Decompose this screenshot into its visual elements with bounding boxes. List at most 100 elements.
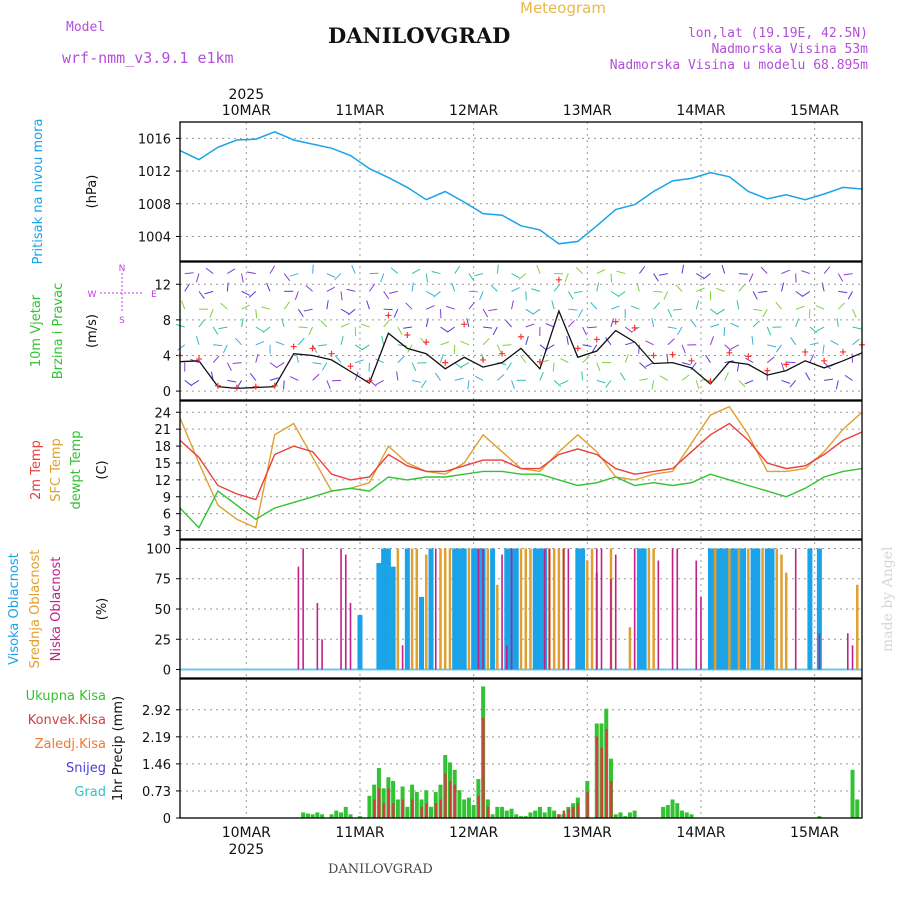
- wind-arrow: [460, 340, 470, 346]
- day-label-top: 14MAR: [676, 103, 725, 119]
- wind-arrow: [809, 342, 819, 346]
- wind-arrow: [525, 323, 535, 328]
- cloud-bar-0: [537, 548, 543, 670]
- wind-arrow: [488, 308, 498, 312]
- cloud-bar-2: [316, 602, 319, 670]
- precip-convective-bar: [605, 729, 608, 818]
- wind-arrow: [351, 265, 356, 274]
- wind-arrow: [553, 283, 561, 292]
- wind-arrow: [255, 309, 258, 319]
- cloud-bar-0: [428, 548, 434, 670]
- precip-legend-2: Zaledj.Kisa: [35, 737, 106, 752]
- cloud-bar-1: [439, 548, 442, 670]
- wind-arrow: [730, 344, 740, 350]
- wind-arrow: [354, 371, 359, 381]
- gust-marker: [328, 350, 335, 357]
- cloud-bar-2: [562, 548, 565, 670]
- precip-total-bar: [528, 812, 533, 818]
- y-tick-label: 1012: [138, 165, 171, 180]
- wind-arrow: [283, 301, 290, 310]
- y-tick-label: 75: [154, 573, 171, 588]
- wind-arrow: [334, 273, 342, 281]
- gust-marker: [252, 383, 259, 390]
- cloud-bar-2: [344, 554, 347, 670]
- day-label-top: 13MAR: [563, 103, 612, 119]
- wind-arrow: [212, 355, 220, 363]
- wind-arrow: [710, 323, 720, 328]
- cloud-bar-0: [419, 596, 425, 670]
- precip-total-bar: [547, 806, 552, 818]
- wind-arrow: [411, 379, 421, 383]
- y-tick-label: 1008: [138, 198, 171, 213]
- y-tick-label: 2.92: [142, 704, 171, 719]
- wind-arrow: [340, 323, 350, 328]
- wind-arrow: [468, 301, 475, 310]
- wind-arrow: [181, 300, 186, 310]
- wind-arrow: [425, 273, 429, 283]
- wind-arrow: [696, 287, 705, 292]
- cloud-bar-1: [784, 572, 788, 670]
- y-tick-label: 18: [154, 440, 171, 455]
- unit-wind: (m/s): [85, 314, 100, 348]
- wind-arrow: [320, 320, 328, 328]
- wind-arrow: [596, 282, 599, 292]
- ylabel-temp-0: 2m Temp: [29, 440, 44, 500]
- cloud-bar-2: [321, 639, 323, 670]
- precip-total-bar: [301, 812, 306, 818]
- precip-total-bar: [514, 814, 519, 818]
- wind-arrow: [781, 379, 791, 384]
- cloud-bar-1: [628, 627, 632, 670]
- gust-marker: [631, 324, 638, 331]
- cloud-bar-0: [456, 548, 462, 670]
- wind-arrow: [695, 273, 705, 279]
- wind-arrow: [191, 379, 200, 386]
- precip-total-bar: [495, 806, 500, 818]
- wind-arrow: [681, 264, 685, 274]
- wind-arrow: [283, 273, 291, 281]
- wind-arrow: [705, 354, 711, 363]
- unit-pressure: (hPa): [85, 175, 100, 209]
- precip-total-bar: [343, 806, 348, 818]
- precip-convective-bar: [392, 803, 395, 818]
- wind-arrow: [690, 319, 697, 328]
- day-label-bottom: 10MAR: [222, 825, 271, 841]
- precip-total-bar: [523, 816, 528, 818]
- wind-arrow: [411, 268, 421, 275]
- wind-arrow: [381, 335, 385, 345]
- precip-convective-bar: [444, 773, 447, 818]
- wind-arrow: [440, 326, 449, 333]
- wind-arrow: [361, 344, 370, 351]
- wind-arrow: [426, 305, 435, 310]
- cloud-bar-2: [695, 560, 698, 670]
- wind-arrow: [639, 266, 646, 274]
- wind-arrow: [275, 341, 285, 346]
- wind-arrow: [347, 308, 356, 316]
- wind-arrow: [751, 335, 754, 345]
- wind-arrow: [354, 344, 363, 351]
- cloud-bar-2: [548, 548, 551, 670]
- wind-arrow: [651, 318, 655, 328]
- y-tick-label: 50: [154, 603, 171, 618]
- precip-total-bar: [367, 795, 372, 818]
- precip-convective-bar: [448, 780, 452, 818]
- wind-arrow: [511, 287, 520, 292]
- wind-arrow: [248, 291, 257, 298]
- wind-arrow: [434, 372, 441, 381]
- cloud-bar-0: [357, 615, 363, 670]
- gust-marker: [783, 361, 790, 368]
- wind-arrow: [752, 308, 763, 312]
- precip-total-bar: [684, 812, 689, 818]
- wind-arrow: [454, 362, 463, 369]
- wind-arrow: [667, 326, 677, 330]
- ylabel-cloud-0: Visoka Oblacnost: [7, 553, 22, 665]
- wind-arrow: [511, 273, 520, 279]
- gust-marker: [309, 345, 316, 352]
- wind-arrow: [403, 326, 413, 329]
- wind-arrow: [790, 337, 797, 346]
- precip-total-bar: [537, 806, 542, 818]
- wind-arrow: [262, 326, 271, 333]
- wind-arrow: [249, 373, 257, 381]
- cloud-bar-0: [381, 548, 387, 670]
- wind-arrow: [474, 375, 484, 381]
- wind-arrow: [721, 264, 726, 274]
